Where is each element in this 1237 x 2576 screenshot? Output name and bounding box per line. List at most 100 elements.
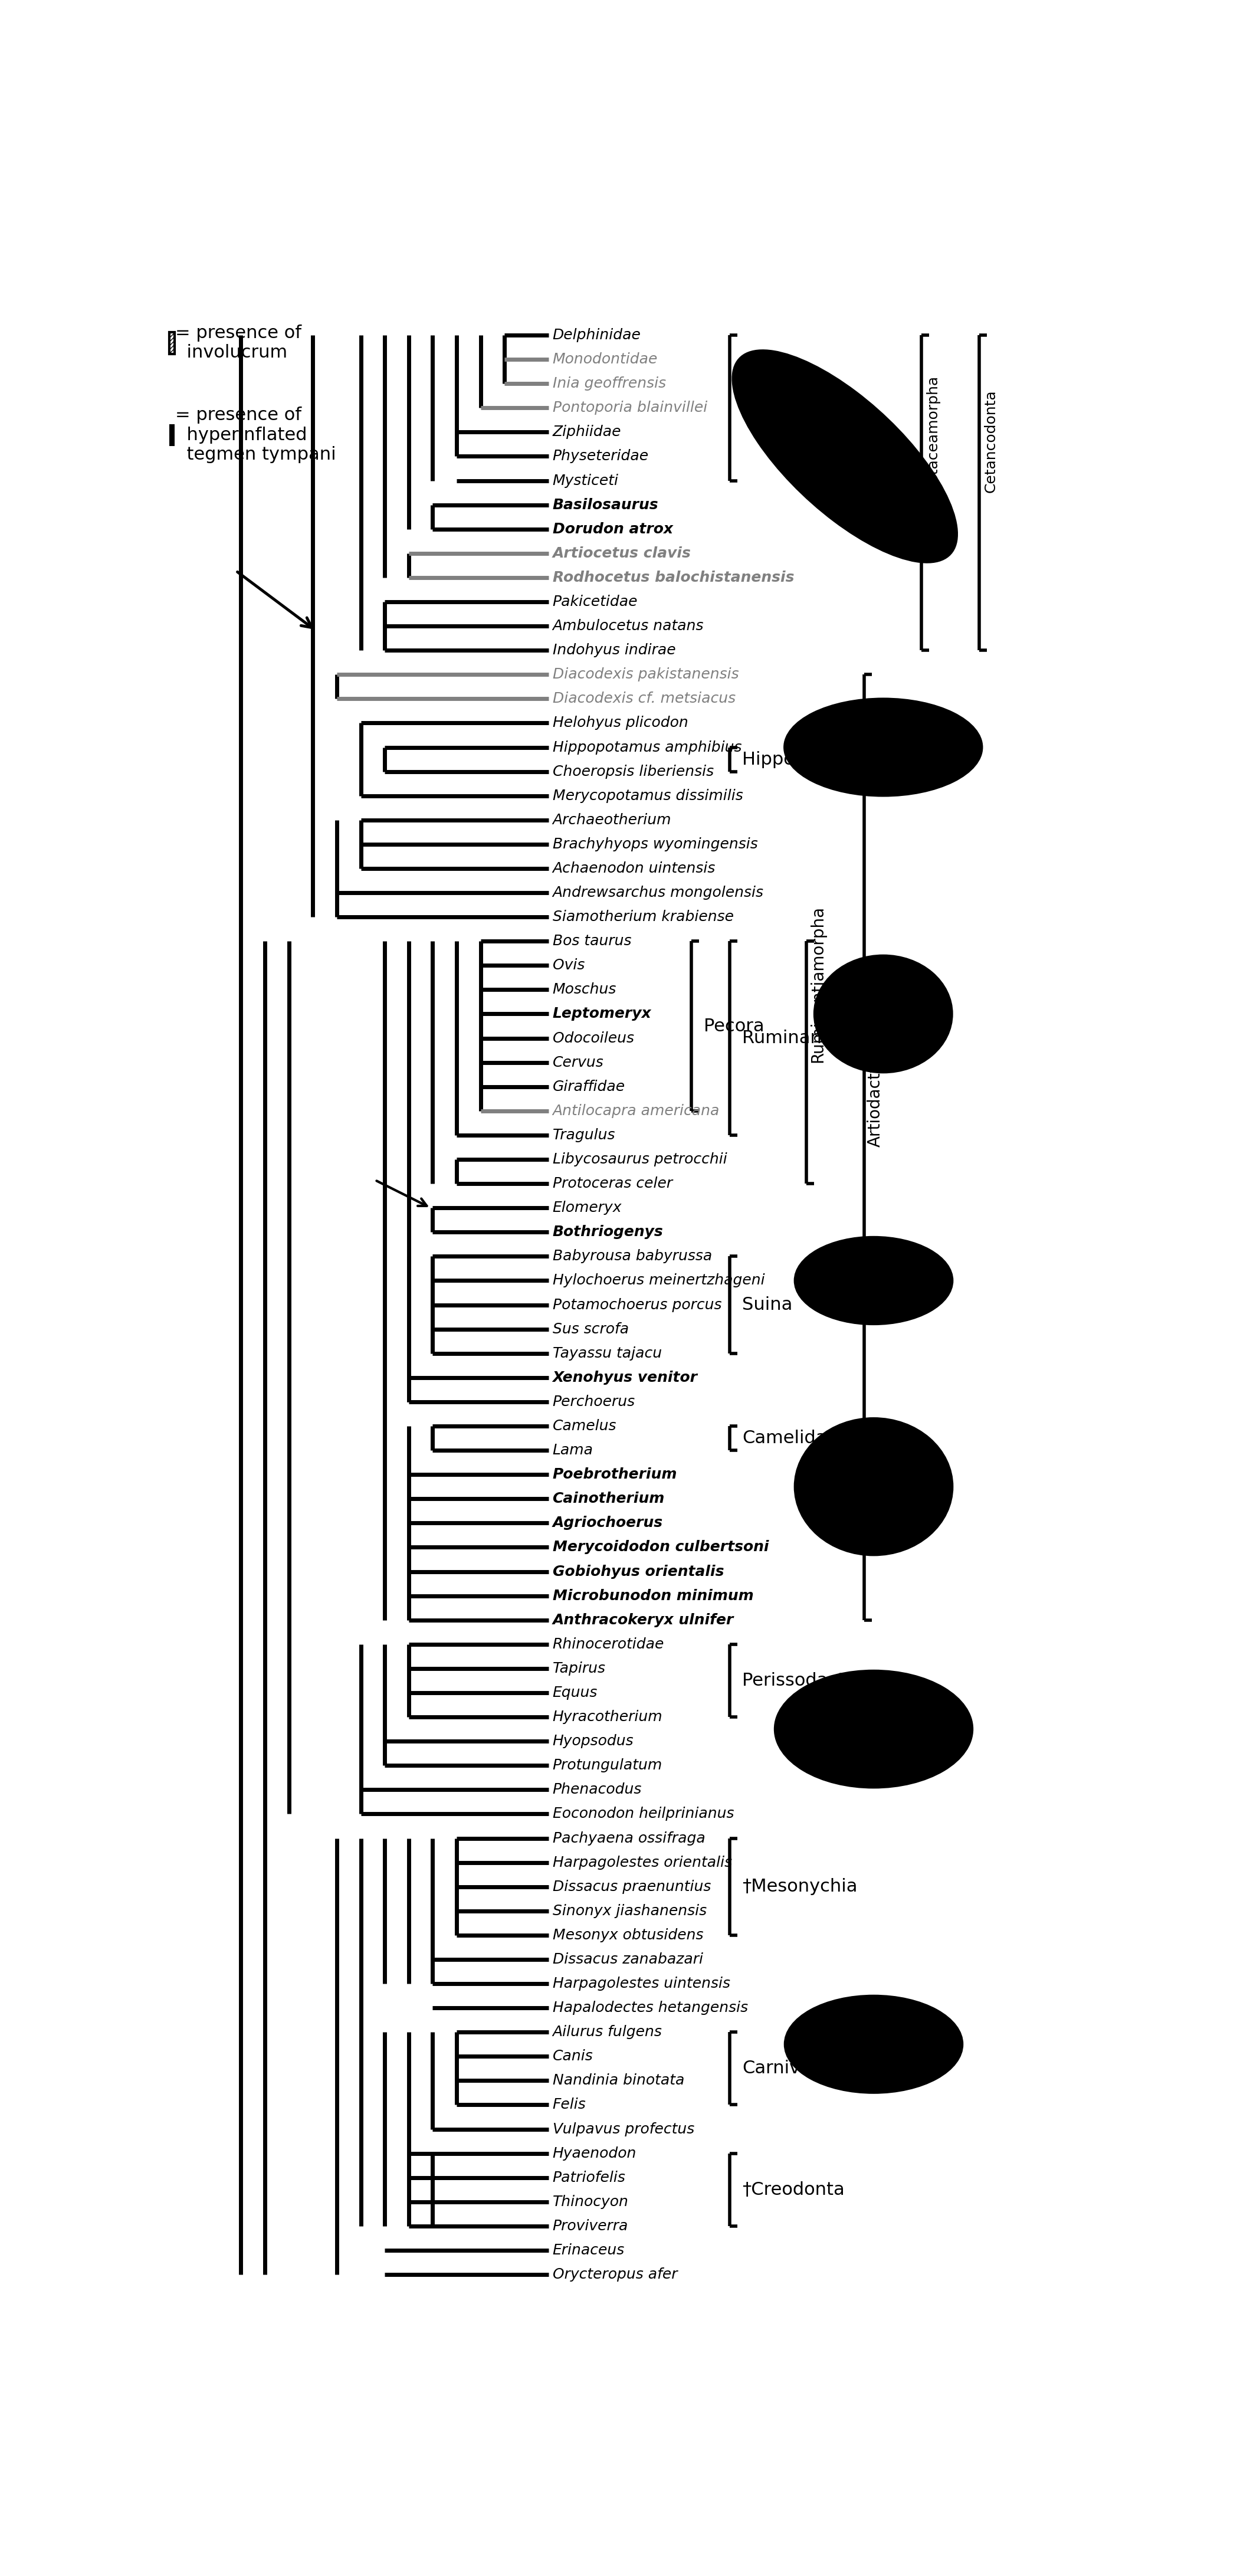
Text: Cainotherium: Cainotherium	[553, 1492, 664, 1507]
Ellipse shape	[784, 1994, 964, 2094]
Text: Mesonyx obtusidens: Mesonyx obtusidens	[553, 1927, 703, 1942]
Text: Ruminantia: Ruminantia	[742, 1030, 845, 1046]
Text: Cervus: Cervus	[553, 1056, 604, 1069]
Text: Odocoileus: Odocoileus	[553, 1030, 633, 1046]
Text: Suina: Suina	[742, 1296, 793, 1314]
Text: Antilocapra americana: Antilocapra americana	[553, 1105, 720, 1118]
Text: Rodhocetus balochistanensis: Rodhocetus balochistanensis	[553, 569, 794, 585]
Text: Basilosaurus: Basilosaurus	[553, 497, 658, 513]
Text: Dorudon atrox: Dorudon atrox	[553, 523, 673, 536]
Text: Rhinocerotidae: Rhinocerotidae	[553, 1638, 664, 1651]
Text: Delphinidae: Delphinidae	[553, 327, 641, 343]
Text: = presence of
  hyperinflated
  tegmen tympani: = presence of hyperinflated tegmen tympa…	[176, 407, 336, 464]
Text: Potamochoerus porcus: Potamochoerus porcus	[553, 1298, 721, 1311]
Text: Hippopotamidae: Hippopotamidae	[742, 750, 891, 768]
Text: Carnivora: Carnivora	[742, 2061, 830, 2076]
Text: Choeropsis liberiensis: Choeropsis liberiensis	[553, 765, 714, 778]
Text: Sinonyx jiashanensis: Sinonyx jiashanensis	[553, 1904, 706, 1919]
Text: Hyracotherium: Hyracotherium	[553, 1710, 663, 1723]
Ellipse shape	[732, 350, 957, 564]
Text: Tayassu tajacu: Tayassu tajacu	[553, 1347, 662, 1360]
Text: Andrewsarchus mongolensis: Andrewsarchus mongolensis	[553, 886, 763, 899]
Text: Camelus: Camelus	[553, 1419, 616, 1432]
Text: Cetacea: Cetacea	[742, 399, 816, 417]
Text: Hapalodectes hetangensis: Hapalodectes hetangensis	[553, 2002, 748, 2014]
Text: Merycoidodon culbertsoni: Merycoidodon culbertsoni	[553, 1540, 768, 1553]
Text: Inia geoffrensis: Inia geoffrensis	[553, 376, 666, 392]
Text: Tapirus: Tapirus	[553, 1662, 606, 1674]
Text: Artiocetus clavis: Artiocetus clavis	[553, 546, 691, 562]
Text: Bos taurus: Bos taurus	[553, 935, 631, 948]
Text: Harpagolestes orientalis: Harpagolestes orientalis	[553, 1855, 732, 1870]
Text: Moschus: Moschus	[553, 981, 616, 997]
Text: Artiodactyla: Artiodactyla	[867, 1048, 883, 1146]
Text: Libycosaurus petrocchii: Libycosaurus petrocchii	[553, 1151, 727, 1167]
Text: Ovis: Ovis	[553, 958, 585, 974]
Text: Babyrousa babyrussa: Babyrousa babyrussa	[553, 1249, 711, 1262]
Text: Protoceras celer: Protoceras celer	[553, 1177, 672, 1190]
Text: Ziphiidae: Ziphiidae	[553, 425, 621, 438]
Text: Harpagolestes uintensis: Harpagolestes uintensis	[553, 1976, 730, 1991]
Text: Phenacodus: Phenacodus	[553, 1783, 642, 1798]
Bar	[169, 425, 174, 446]
Bar	[169, 332, 174, 353]
Text: †Creodonta: †Creodonta	[742, 2182, 845, 2197]
Text: Pachyaena ossifraga: Pachyaena ossifraga	[553, 1832, 705, 1844]
Text: Mysticeti: Mysticeti	[553, 474, 618, 487]
Text: Leptomeryx: Leptomeryx	[553, 1007, 652, 1020]
Ellipse shape	[794, 1236, 954, 1324]
Text: Elomeryx: Elomeryx	[553, 1200, 622, 1216]
Text: Dissacus praenuntius: Dissacus praenuntius	[553, 1880, 711, 1893]
Text: Microbunodon minimum: Microbunodon minimum	[553, 1589, 753, 1602]
Text: Hyaenodon: Hyaenodon	[553, 2146, 637, 2161]
Text: Hippopotamus amphibius: Hippopotamus amphibius	[553, 739, 741, 755]
Ellipse shape	[794, 1417, 954, 1556]
Text: Patriofelis: Patriofelis	[553, 2172, 626, 2184]
Text: Perchoerus: Perchoerus	[553, 1394, 635, 1409]
Text: Achaenodon uintensis: Achaenodon uintensis	[553, 860, 715, 876]
Text: Pecora: Pecora	[704, 1018, 764, 1036]
Text: Canis: Canis	[553, 2050, 593, 2063]
Text: Brachyhyops wyomingensis: Brachyhyops wyomingensis	[553, 837, 757, 850]
Text: Hyopsodus: Hyopsodus	[553, 1734, 633, 1749]
Text: Vulpavus profectus: Vulpavus profectus	[553, 2123, 694, 2136]
Text: Archaeotherium: Archaeotherium	[553, 814, 672, 827]
Text: Cetaceamorpha: Cetaceamorpha	[927, 376, 940, 492]
Text: Camelidae: Camelidae	[742, 1430, 837, 1448]
Text: Helohyus plicodon: Helohyus plicodon	[553, 716, 688, 729]
Text: Perissodactyla: Perissodactyla	[742, 1672, 872, 1690]
Text: Physeteridae: Physeteridae	[553, 448, 648, 464]
Text: Lama: Lama	[553, 1443, 594, 1458]
Text: Pontoporia blainvillei: Pontoporia blainvillei	[553, 402, 708, 415]
Text: Protungulatum: Protungulatum	[553, 1759, 662, 1772]
Text: Tragulus: Tragulus	[553, 1128, 615, 1141]
Text: Eoconodon heilprinianus: Eoconodon heilprinianus	[553, 1806, 734, 1821]
Text: Dissacus zanabazari: Dissacus zanabazari	[553, 1953, 703, 1965]
Text: Equus: Equus	[553, 1685, 597, 1700]
Text: Diacodexis pakistanensis: Diacodexis pakistanensis	[553, 667, 738, 683]
Text: Gobiohyus orientalis: Gobiohyus orientalis	[553, 1564, 724, 1579]
Text: Ailurus fulgens: Ailurus fulgens	[553, 2025, 662, 2040]
Text: Hylochoerus meinertzhageni: Hylochoerus meinertzhageni	[553, 1273, 764, 1288]
Ellipse shape	[814, 956, 952, 1074]
Text: Anthracokeryx ulnifer: Anthracokeryx ulnifer	[553, 1613, 734, 1628]
Text: Proviverra: Proviverra	[553, 2218, 628, 2233]
Text: Agriochoerus: Agriochoerus	[553, 1515, 663, 1530]
Ellipse shape	[783, 698, 983, 796]
Ellipse shape	[774, 1669, 974, 1788]
Text: †Mesonychia: †Mesonychia	[742, 1878, 857, 1896]
Text: Bothriogenys: Bothriogenys	[553, 1226, 663, 1239]
Text: Ruminantiamorpha: Ruminantiamorpha	[810, 904, 826, 1061]
Text: Giraffidae: Giraffidae	[553, 1079, 625, 1095]
Text: Siamotherium krabiense: Siamotherium krabiense	[553, 909, 734, 925]
Text: Monodontidae: Monodontidae	[553, 353, 658, 366]
Text: Felis: Felis	[553, 2097, 586, 2112]
Text: Merycopotamus dissimilis: Merycopotamus dissimilis	[553, 788, 743, 804]
Text: Thinocyon: Thinocyon	[553, 2195, 628, 2208]
Text: Poebrotherium: Poebrotherium	[553, 1468, 677, 1481]
Text: Nandinia binotata: Nandinia binotata	[553, 2074, 684, 2087]
Text: = presence of
  involucrum: = presence of involucrum	[176, 325, 302, 361]
Text: Erinaceus: Erinaceus	[553, 2244, 625, 2257]
Text: Xenohyus venitor: Xenohyus venitor	[553, 1370, 698, 1386]
Text: Orycteropus afer: Orycteropus afer	[553, 2267, 677, 2282]
